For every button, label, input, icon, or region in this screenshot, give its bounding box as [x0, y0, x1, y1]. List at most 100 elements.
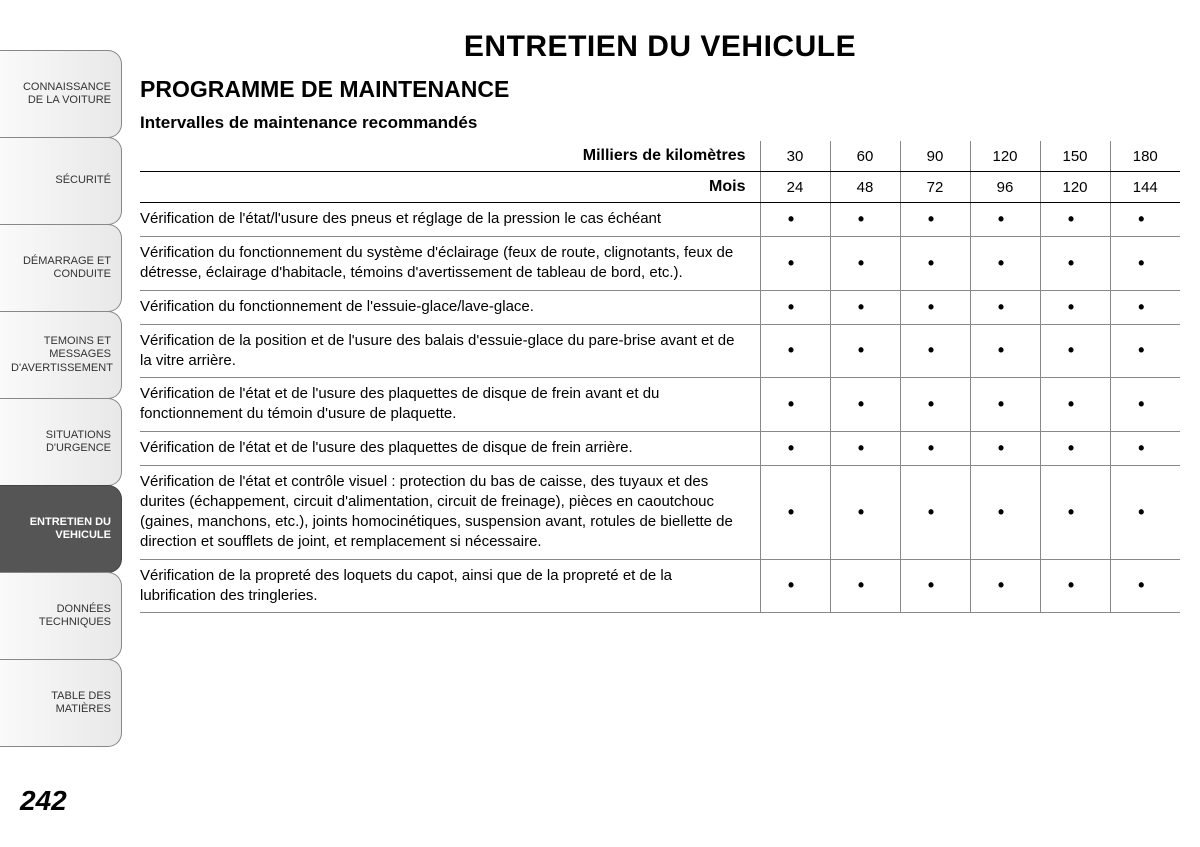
sidebar-tab-label: TEMOINS ET MESSAGES D'AVERTISSEMENT [11, 335, 111, 375]
table-row: Vérification de l'état/l'usure des pneus… [140, 203, 1180, 237]
maintenance-mark: • [1040, 559, 1110, 613]
maintenance-mark: • [760, 559, 830, 613]
maintenance-mark: • [900, 431, 970, 465]
sidebar-tab-label: ENTRETIEN DU VEHICULE [11, 516, 111, 542]
maintenance-mark: • [1040, 431, 1110, 465]
table-header-value: 120 [1040, 172, 1110, 203]
maintenance-mark: • [760, 237, 830, 291]
maintenance-mark: • [1040, 203, 1110, 237]
maintenance-mark: • [1040, 237, 1110, 291]
sidebar-nav: CONNAISSANCE DE LA VOITURE SÉCURITÉ DÉMARR… [0, 0, 122, 847]
table-row: Vérification de l'état et de l'usure des… [140, 431, 1180, 465]
table-header-value: 24 [760, 172, 830, 203]
maintenance-mark: • [1110, 290, 1180, 324]
maintenance-mark: • [830, 559, 900, 613]
maintenance-mark: • [900, 465, 970, 559]
table-row: Vérification de la propreté des loquets … [140, 559, 1180, 613]
maintenance-table: Milliers de kilomètres306090120150180Moi… [140, 141, 1180, 613]
maintenance-mark: • [760, 324, 830, 378]
maintenance-mark: • [970, 324, 1040, 378]
sidebar-tab-label: DONNÉES TECHNIQUES [11, 603, 111, 629]
subsection-title: Intervalles de maintenance recommandés [140, 113, 1180, 133]
table-row: Vérification de l'état et de l'usure des… [140, 378, 1180, 432]
table-row: Vérification du fonctionnement de l'essu… [140, 290, 1180, 324]
content-area: ENTRETIEN DU VEHICULE PROGRAMME DE MAINT… [122, 0, 1200, 847]
maintenance-mark: • [900, 237, 970, 291]
sidebar-tab[interactable]: TEMOINS ET MESSAGES D'AVERTISSEMENT [0, 311, 122, 399]
maintenance-mark: • [1040, 465, 1110, 559]
maintenance-mark: • [900, 559, 970, 613]
maintenance-mark: • [1110, 559, 1180, 613]
sidebar-tab-label: SITUATIONS D'URGENCE [11, 429, 111, 455]
table-row: Vérification de l'état et contrôle visue… [140, 465, 1180, 559]
maintenance-item-desc: Vérification de la propreté des loquets … [140, 559, 760, 613]
maintenance-mark: • [900, 324, 970, 378]
table-header-value: 60 [830, 141, 900, 172]
sidebar-tab-label: SÉCURITÉ [55, 174, 111, 187]
maintenance-mark: • [1110, 431, 1180, 465]
maintenance-item-desc: Vérification du fonctionnement du systèm… [140, 237, 760, 291]
sidebar-tab-label: TABLE DES MATIÈRES [11, 690, 111, 716]
sidebar-tab[interactable]: CONNAISSANCE DE LA VOITURE [0, 50, 122, 138]
maintenance-mark: • [760, 203, 830, 237]
maintenance-mark: • [830, 203, 900, 237]
maintenance-item-desc: Vérification de l'état et contrôle visue… [140, 465, 760, 559]
table-header-value: 90 [900, 141, 970, 172]
table-header-label: Mois [140, 172, 760, 203]
maintenance-mark: • [1110, 237, 1180, 291]
maintenance-mark: • [1040, 290, 1110, 324]
maintenance-mark: • [900, 290, 970, 324]
maintenance-item-desc: Vérification de l'état et de l'usure des… [140, 378, 760, 432]
maintenance-mark: • [830, 290, 900, 324]
maintenance-mark: • [970, 465, 1040, 559]
maintenance-mark: • [1110, 378, 1180, 432]
maintenance-mark: • [970, 559, 1040, 613]
maintenance-mark: • [830, 237, 900, 291]
section-title: PROGRAMME DE MAINTENANCE [140, 76, 1180, 103]
table-header-value: 144 [1110, 172, 1180, 203]
maintenance-mark: • [760, 465, 830, 559]
maintenance-mark: • [760, 378, 830, 432]
sidebar-tab-label: CONNAISSANCE DE LA VOITURE [11, 81, 111, 107]
maintenance-mark: • [900, 203, 970, 237]
maintenance-mark: • [830, 431, 900, 465]
sidebar-tab[interactable]: SÉCURITÉ [0, 137, 122, 225]
maintenance-mark: • [1110, 203, 1180, 237]
maintenance-mark: • [970, 203, 1040, 237]
sidebar-tab-label: DÉMARRAGE ET CONDUITE [11, 255, 111, 281]
table-header-value: 120 [970, 141, 1040, 172]
maintenance-mark: • [1040, 324, 1110, 378]
table-header-value: 48 [830, 172, 900, 203]
table-header-value: 30 [760, 141, 830, 172]
sidebar-tab[interactable]: SITUATIONS D'URGENCE [0, 398, 122, 486]
sidebar-tab[interactable]: TABLE DES MATIÈRES [0, 659, 122, 747]
page-number: 242 [20, 785, 67, 817]
sidebar-tab[interactable]: ENTRETIEN DU VEHICULE [0, 485, 122, 573]
table-row: Vérification du fonctionnement du systèm… [140, 237, 1180, 291]
table-header-value: 72 [900, 172, 970, 203]
maintenance-mark: • [760, 290, 830, 324]
table-header-value: 150 [1040, 141, 1110, 172]
maintenance-mark: • [830, 378, 900, 432]
maintenance-mark: • [970, 378, 1040, 432]
maintenance-mark: • [970, 290, 1040, 324]
sidebar-tab[interactable]: DÉMARRAGE ET CONDUITE [0, 224, 122, 312]
maintenance-mark: • [970, 431, 1040, 465]
maintenance-mark: • [1040, 378, 1110, 432]
maintenance-item-desc: Vérification du fonctionnement de l'essu… [140, 290, 760, 324]
maintenance-mark: • [830, 324, 900, 378]
table-header-value: 96 [970, 172, 1040, 203]
maintenance-item-desc: Vérification de l'état et de l'usure des… [140, 431, 760, 465]
main-title: ENTRETIEN DU VEHICULE [140, 30, 1180, 64]
table-header-value: 180 [1110, 141, 1180, 172]
table-row: Vérification de la position et de l'usur… [140, 324, 1180, 378]
maintenance-mark: • [900, 378, 970, 432]
maintenance-mark: • [1110, 324, 1180, 378]
maintenance-mark: • [760, 431, 830, 465]
maintenance-mark: • [830, 465, 900, 559]
sidebar-tab[interactable]: DONNÉES TECHNIQUES [0, 572, 122, 660]
maintenance-item-desc: Vérification de l'état/l'usure des pneus… [140, 203, 760, 237]
page-root: CONNAISSANCE DE LA VOITURE SÉCURITÉ DÉMARR… [0, 0, 1200, 847]
maintenance-item-desc: Vérification de la position et de l'usur… [140, 324, 760, 378]
maintenance-mark: • [970, 237, 1040, 291]
